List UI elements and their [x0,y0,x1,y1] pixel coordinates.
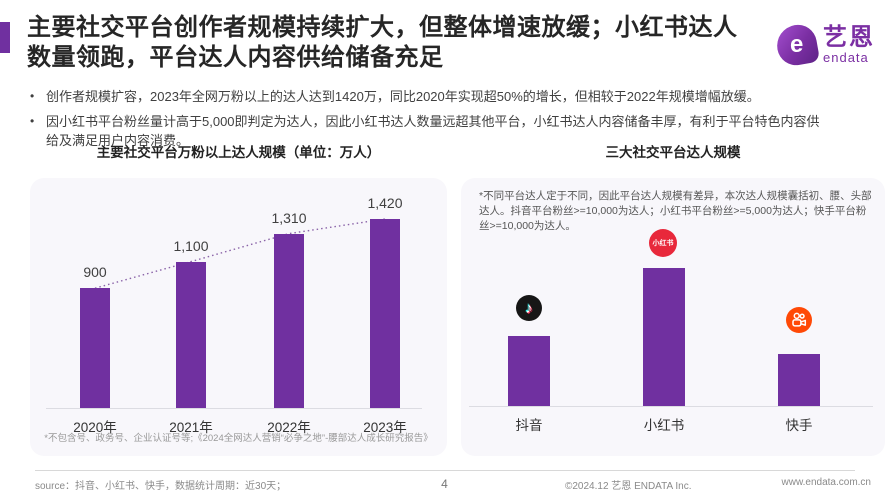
right-chart-card: *不同平台达人定于不同，因此平台达人规模有差异，本次达人规模囊括初、腰、头部达人… [461,178,885,456]
logo-name-cn: 艺恩 [823,23,875,51]
x-tick-label: 2022年 [267,420,311,435]
bar-value-label: 1,420 [367,195,403,211]
camera-glyph [792,312,807,327]
bar-value-label: 1,100 [173,238,209,254]
right-chart-note: *不同平台达人定于不同，因此平台达人规模有差异，本次达人规模囊括初、腰、头部达人… [479,190,872,232]
douyin-icon: ♪ [516,295,542,321]
music-note-glyph: ♪ [525,299,533,317]
footer-source: source：抖音、小红书、快手，数据统计周期：近30天； [35,481,287,492]
x-axis-line [469,406,873,407]
logo-mark-letter: e [790,31,804,59]
bullet-dot: • [30,114,35,128]
bar-kuaishou [778,354,820,406]
title-accent-bar [0,22,10,53]
logo-name-en: endata [823,49,869,65]
left-chart-footnote: *不包含号、政务号、企业认证号等;《2024全网达人营销“必争之地”-腰部达人成… [44,433,433,444]
bar-2021 [176,262,206,408]
x-tick-label: 小红书 [643,418,685,433]
bar-2022 [274,234,304,408]
x-tick-label: 2023年 [363,420,407,435]
trendline [94,218,386,289]
x-tick-label: 2021年 [169,420,213,435]
x-axis-line [46,408,422,409]
page-title-line-1: 主要社交平台创作者规模持续扩大，但整体增速放缓；小红书达人 [27,14,738,41]
company-logo: e 艺恩 endata [773,21,875,69]
endata-logo-icon: e [773,21,821,69]
xiaohongshu-icon: 小红书 [649,229,677,257]
bar-2020 [80,288,110,408]
x-tick-label: 2020年 [73,420,117,435]
page-title-line-2: 数量领跑，平台达人内容供给储备充足 [27,44,444,71]
footer-website: www.endata.com.cn [781,477,872,488]
bar-2023 [370,219,400,408]
bullet-text: 创作者规模扩容，2023年全网万粉以上的达人达到1420万，同比2020年实现超… [46,89,760,104]
footer-copyright: ©2024.12 艺恩 ENDATA Inc. [565,481,692,492]
footer-divider [35,470,855,471]
bar-xiaohongshu [643,268,685,406]
right-chart-title: 三大社交平台达人规模 [605,145,741,160]
bar-value-label: 1,310 [271,210,307,226]
kuaishou-icon [786,307,812,333]
bullet-item: • 创作者规模扩容，2023年全网万粉以上的达人达到1420万，同比2020年实… [28,87,828,106]
left-chart-title: 主要社交平台万粉以上达人规模（单位：万人） [96,145,381,160]
xiaohongshu-badge-text: 小红书 [652,240,674,247]
bar-douyin [508,336,550,406]
x-tick-label: 快手 [785,418,813,433]
bullet-dot: • [30,89,35,103]
bullet-item: • 因小红书平台粉丝量计高于5,000即判定为达人，因此小红书达人数量远超其他平… [28,112,828,150]
left-chart-card: 900 1,100 1,310 1,420 2020年 2021年 2022年 … [30,178,447,456]
logo-text: 艺恩 endata [823,23,875,65]
page-number: 4 [441,477,448,491]
x-tick-label: 抖音 [515,418,543,433]
bullet-text: 因小红书平台粉丝量计高于5,000即判定为达人，因此小红书达人数量远超其他平台，… [46,114,820,148]
bar-value-label: 900 [83,264,107,280]
page-title: 主要社交平台创作者规模持续扩大，但整体增速放缓；小红书达人 数量领跑，平台达人内… [27,13,779,73]
bullet-list: • 创作者规模扩容，2023年全网万粉以上的达人达到1420万，同比2020年实… [28,87,828,156]
